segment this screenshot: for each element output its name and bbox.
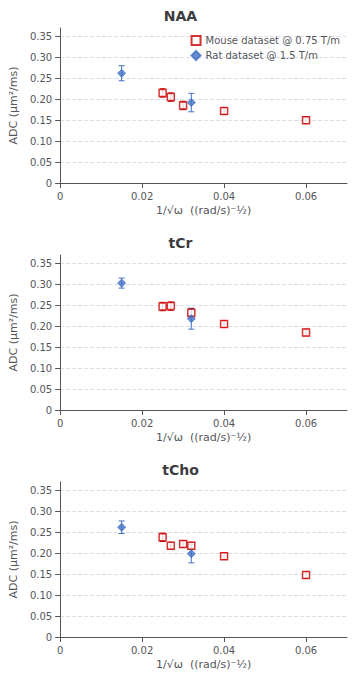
- svg-text:0.04: 0.04: [213, 645, 235, 656]
- svg-text:0.25: 0.25: [30, 300, 52, 311]
- svg-text:0.05: 0.05: [30, 157, 52, 168]
- svg-text:0: 0: [46, 405, 52, 416]
- svg-text:0.02: 0.02: [131, 191, 153, 202]
- svg-text:0.06: 0.06: [295, 645, 317, 656]
- svg-text:ADC (μm²/ms): ADC (μm²/ms): [7, 520, 20, 598]
- svg-text:NAA: NAA: [164, 8, 198, 24]
- svg-text:0.05: 0.05: [30, 611, 52, 622]
- svg-text:0.10: 0.10: [30, 590, 52, 601]
- svg-text:0.10: 0.10: [30, 363, 52, 374]
- svg-text:0: 0: [57, 191, 63, 202]
- svg-text:0.35: 0.35: [30, 258, 52, 269]
- svg-text:0.20: 0.20: [30, 94, 52, 105]
- svg-text:0.35: 0.35: [30, 485, 52, 496]
- svg-text:0: 0: [57, 645, 63, 656]
- svg-text:0.25: 0.25: [30, 73, 52, 84]
- svg-text:0: 0: [57, 418, 63, 429]
- svg-text:0.30: 0.30: [30, 506, 52, 517]
- svg-text:tCr: tCr: [169, 235, 193, 251]
- svg-text:0.10: 0.10: [30, 136, 52, 147]
- svg-text:0.02: 0.02: [131, 645, 153, 656]
- svg-text:1/√ω ((rad/s)⁻½): 1/√ω ((rad/s)⁻½): [156, 204, 251, 217]
- svg-text:0.20: 0.20: [30, 321, 52, 332]
- svg-text:1/√ω ((rad/s)⁻½): 1/√ω ((rad/s)⁻½): [156, 431, 251, 444]
- svg-text:0.15: 0.15: [30, 115, 52, 126]
- svg-text:Mouse dataset @ 0.75 T/m: Mouse dataset @ 0.75 T/m: [206, 35, 340, 46]
- svg-text:0: 0: [46, 632, 52, 643]
- svg-text:0.05: 0.05: [30, 384, 52, 395]
- svg-text:1/√ω ((rad/s)⁻½): 1/√ω ((rad/s)⁻½): [156, 658, 251, 671]
- svg-text:0.30: 0.30: [30, 279, 52, 290]
- svg-text:0.04: 0.04: [213, 191, 235, 202]
- svg-text:0.15: 0.15: [30, 342, 52, 353]
- svg-text:0: 0: [46, 178, 52, 189]
- svg-text:0.06: 0.06: [295, 191, 317, 202]
- svg-text:0.15: 0.15: [30, 569, 52, 580]
- svg-text:0.30: 0.30: [30, 52, 52, 63]
- svg-text:0.02: 0.02: [131, 418, 153, 429]
- svg-text:0.35: 0.35: [30, 31, 52, 42]
- svg-text:Rat dataset @ 1.5 T/m: Rat dataset @ 1.5 T/m: [206, 50, 318, 61]
- svg-text:0.04: 0.04: [213, 418, 235, 429]
- svg-text:0.20: 0.20: [30, 548, 52, 559]
- svg-text:ADC (μm²/ms): ADC (μm²/ms): [7, 66, 20, 144]
- svg-text:0.06: 0.06: [295, 418, 317, 429]
- svg-text:tCho: tCho: [162, 462, 199, 478]
- svg-text:0.25: 0.25: [30, 527, 52, 538]
- svg-text:ADC (μm²/ms): ADC (μm²/ms): [7, 293, 20, 371]
